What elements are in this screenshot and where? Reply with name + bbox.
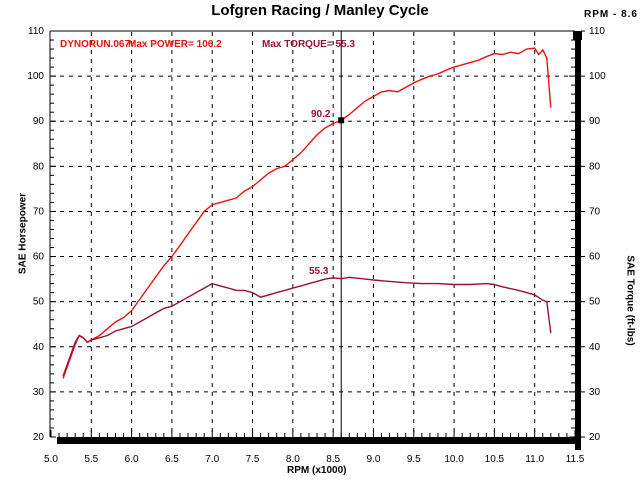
max-power-label: Max POWER= 106.2 — [128, 39, 222, 50]
y-right-tick-label: 20 — [589, 432, 601, 443]
y-left-tick-label: 80 — [33, 161, 45, 172]
y-right-axis-title: SAE Torque (ft-lbs) — [624, 255, 636, 346]
y-left-tick-label: 70 — [33, 206, 45, 217]
power-curve — [62, 47, 552, 379]
y-right-tick-label: 30 — [589, 387, 601, 398]
x-tick-label: 7.5 — [246, 454, 260, 465]
x-tick-label: 9.5 — [407, 454, 421, 465]
cursor-marker — [338, 117, 345, 124]
y-right-tick-label: 110 — [589, 26, 605, 37]
x-tick-label: 6.5 — [165, 454, 179, 465]
x-tick-label: 8.0 — [286, 454, 300, 465]
y-left-tick-label: 40 — [33, 342, 45, 353]
y-right-tick-label: 40 — [589, 342, 601, 353]
y-left-tick-label: 110 — [28, 26, 44, 37]
y-left-tick-label: 100 — [27, 71, 44, 82]
peak-torque-value-label: 55.3 — [309, 266, 329, 277]
y-right-tick-label: 80 — [589, 161, 601, 172]
x-tick-label: 10.5 — [485, 454, 505, 465]
x-tick-label: 5.0 — [44, 454, 58, 465]
max-torque-label: Max TORQUE= 55.3 — [262, 39, 355, 50]
y-right-tick-label: 50 — [589, 297, 601, 308]
x-tick-label: 11.5 — [566, 454, 585, 465]
y-right-tick-label: 90 — [589, 116, 601, 127]
y-right-tick-label: 100 — [589, 71, 606, 82]
y-right-tick-label: 70 — [589, 206, 601, 217]
x-tick-label: 9.0 — [367, 454, 381, 465]
chart-title: Lofgren Racing / Manley Cycle — [211, 2, 429, 19]
cursor-power-value-label: 90.2 — [311, 109, 331, 120]
y-left-tick-label: 90 — [33, 116, 45, 127]
x-tick-label: 10.0 — [444, 454, 464, 465]
x-tick-label: 11.0 — [525, 454, 544, 465]
torque-curve — [62, 276, 552, 377]
run-file-label: DYNORUN.067 — [60, 39, 131, 50]
x-tick-label: 6.0 — [125, 454, 139, 465]
y-right-tick-label: 60 — [589, 252, 601, 263]
y-left-axis-title: SAE Horsepower — [17, 192, 29, 275]
y-right-axis-bar — [575, 37, 581, 450]
y-left-tick-label: 60 — [33, 252, 45, 263]
y-left-tick-label: 20 — [33, 432, 45, 443]
corner-block — [573, 31, 582, 40]
rpm-cursor-readout: RPM - 8.6 — [583, 9, 638, 20]
x-axis-bar — [57, 437, 581, 444]
y-left-tick-label: 30 — [33, 387, 45, 398]
x-tick-label: 7.0 — [205, 454, 219, 465]
x-tick-label: 8.5 — [326, 454, 340, 465]
x-axis-title: RPM (x1000) — [287, 465, 347, 476]
x-tick-label: 5.5 — [84, 454, 98, 465]
y-left-tick-label: 50 — [33, 297, 45, 308]
